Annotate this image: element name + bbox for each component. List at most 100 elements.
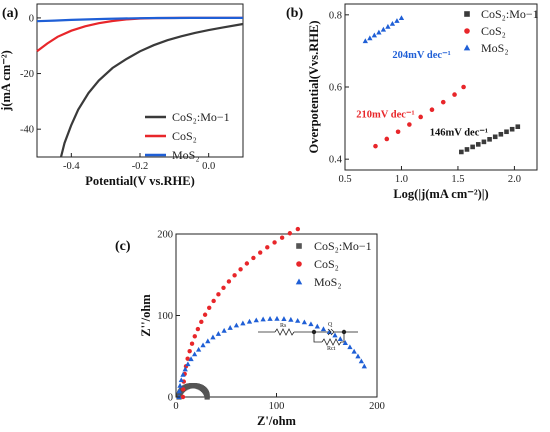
data-point-s2 [195, 346, 202, 352]
circuit-label-rct: Rct [327, 346, 336, 352]
legend-marker-0 [296, 243, 302, 249]
x-tick-label: 2.0 [508, 174, 521, 185]
data-point-s1 [202, 312, 208, 317]
y-tick-label: 200 [157, 230, 173, 241]
data-point-s0 [470, 144, 475, 150]
legend-marker-0 [464, 11, 470, 17]
data-point-s1 [461, 84, 466, 90]
legend-marker-2 [295, 278, 303, 285]
data-point-s2 [398, 15, 405, 21]
data-point-s2 [188, 356, 194, 362]
data-point-s2 [380, 26, 387, 32]
circuit-wire [313, 332, 322, 343]
data-point-s1 [407, 122, 412, 127]
y-axis-label: Overpotential(Vvs.RHE) [307, 21, 321, 154]
data-point-s1 [187, 348, 192, 354]
data-point-s2 [342, 340, 348, 345]
data-point-s0 [509, 126, 515, 132]
legend-label-1: CoS₂ [314, 257, 339, 271]
data-point-s2 [362, 38, 368, 44]
data-point-s2 [215, 331, 222, 336]
data-point-s0 [204, 394, 210, 400]
data-point-s0 [475, 142, 481, 147]
data-point-s1 [226, 279, 232, 284]
panel-c: 0 100 200 0 100 200 Z'/ohm Z''/ohm (c) CoS₂:Mo−1 C… [115, 226, 385, 428]
x-axis-label: Log(|j(mA cm⁻²)|) [393, 187, 488, 201]
x-tick-label: 0.5 [338, 174, 351, 185]
data-point-s2 [295, 317, 301, 323]
x-tick-label: 1.0 [395, 174, 408, 185]
legend-label-0: CoS₂:Mo−1 [481, 7, 539, 21]
data-point-s1 [279, 235, 285, 240]
data-point-s1 [244, 261, 250, 266]
data-point-s2 [347, 344, 353, 350]
y-tick-label: -20 [20, 69, 34, 80]
series-line-1 [36, 16, 243, 53]
data-point-s1 [192, 334, 197, 339]
data-point-s2 [180, 371, 186, 377]
data-point-s1 [189, 341, 195, 346]
data-point-s1 [373, 143, 378, 149]
y-tick-label: 0 [168, 393, 173, 404]
legend-label-2: MoS₂ [172, 148, 200, 162]
data-point-s2 [320, 326, 327, 332]
x-tick-label: -0.2 [132, 161, 149, 172]
x-tick-label: 200 [369, 401, 385, 412]
legend-marker-1 [464, 28, 470, 34]
slope-annotation: 210mV dec⁻¹ [356, 110, 414, 121]
data-point-s1 [199, 319, 204, 325]
data-point-s0 [481, 139, 487, 145]
data-point-s1 [384, 136, 390, 142]
data-point-s0 [487, 137, 492, 142]
y-tick-label: 0.4 [329, 155, 343, 166]
legend-marker-1 [296, 261, 302, 267]
data-point-s1 [287, 231, 293, 236]
data-point-s1 [221, 285, 226, 291]
legend-label-0: CoS₂:Mo−1 [314, 239, 372, 253]
data-point-s1 [272, 240, 277, 245]
panel-b: 0.5 1.0 1.5 2.0 0.4 0.6 0.8 204mV dec⁻¹ 210mV de… [286, 3, 539, 201]
data-point-s2 [191, 351, 198, 357]
data-point-s2 [182, 366, 188, 372]
y-tick-label: 0.8 [329, 10, 342, 21]
data-point-s2 [281, 316, 287, 322]
data-point-s2 [385, 23, 391, 29]
slope-annotation: 204mV dec⁻¹ [392, 50, 450, 61]
y-tick-label: 100 [157, 311, 173, 322]
data-point-s1 [238, 267, 243, 272]
equivalent-circuit-inset: Rs Q Rct [258, 322, 358, 352]
data-point-s2 [371, 32, 378, 38]
data-point-s1 [295, 226, 301, 232]
x-tick-label: 0 [173, 401, 178, 412]
data-point-s2 [233, 322, 240, 328]
data-point-s2 [274, 315, 280, 321]
data-point-s1 [185, 356, 190, 361]
legend-marker-2 [463, 44, 471, 51]
data-point-s0 [515, 124, 521, 129]
data-point-s2 [176, 388, 182, 394]
x-tick-label: 1.5 [451, 174, 464, 185]
data-point-s0 [492, 134, 498, 140]
y-axis-label: j(mA cm⁻²) [0, 50, 13, 112]
data-point-s2 [367, 35, 373, 41]
data-point-s2 [267, 316, 273, 321]
data-point-s0 [504, 129, 509, 135]
data-point-s2 [210, 334, 216, 340]
data-point-s2 [253, 317, 259, 323]
data-point-s0 [498, 131, 504, 137]
data-point-s1 [429, 107, 435, 113]
legend-label-1: CoS₂ [172, 129, 197, 143]
data-point-s2 [355, 353, 361, 359]
data-point-s2 [314, 323, 320, 329]
data-point-s2 [301, 319, 308, 325]
rs-resistor-symbol [274, 328, 295, 336]
data-point-s2 [260, 316, 266, 322]
data-point-s1 [211, 298, 216, 304]
circuit-label-q: Q [328, 322, 333, 328]
data-point-s1 [258, 250, 263, 255]
data-point-s1 [265, 245, 270, 250]
series-line-0 [59, 22, 244, 158]
panel-label: (b) [286, 6, 303, 21]
data-point-s2 [178, 377, 184, 383]
